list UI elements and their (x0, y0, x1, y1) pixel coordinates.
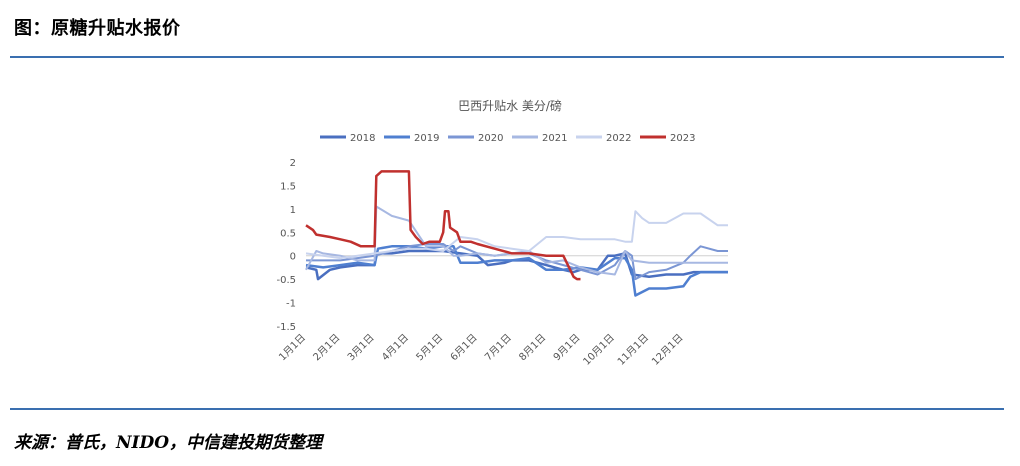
y-tick-label: -1 (286, 299, 296, 310)
figure-title: 图：原糖升贴水报价 (14, 18, 181, 39)
legend-label: 2020 (478, 133, 503, 144)
chart-title: 巴西升贴水 美分/磅 (458, 98, 562, 113)
x-tick-label: 10月1日 (581, 332, 617, 368)
x-tick-label: 11月1日 (615, 332, 651, 368)
y-tick-label: 2 (290, 158, 296, 169)
x-tick-label: 5月1日 (414, 332, 446, 364)
y-tick-label: 1 (290, 205, 296, 216)
legend: 2018 2019 2020 2021 2022 2023 (320, 133, 695, 144)
series-line-2021 (305, 205, 728, 276)
legend-label: 2019 (414, 133, 439, 144)
y-tick-label: -0.5 (276, 275, 296, 286)
legend-label: 2018 (350, 133, 375, 144)
series-line-2019 (305, 245, 728, 297)
bottom-rule (10, 408, 1004, 410)
legend-label: 2022 (606, 133, 631, 144)
source-note: 来源：普氏，NIDO，中信建投期货整理 (14, 433, 323, 453)
x-tick-label: 3月1日 (345, 332, 377, 364)
x-tick-label: 1月1日 (276, 332, 308, 364)
x-tick-label: 6月1日 (448, 332, 480, 364)
series-line-2023 (305, 170, 581, 281)
x-tick-label: 4月1日 (379, 332, 411, 364)
series-group (305, 170, 728, 297)
x-axis: 1月1日 2月1日 3月1日 4月1日 5月1日 6月1日 7月1日 8月1日 9月1日10月1… (276, 332, 685, 368)
y-tick-label: 0 (290, 252, 296, 263)
x-tick-label: 8月1日 (517, 332, 549, 364)
legend-label: 2021 (542, 133, 567, 144)
x-tick-label: 7月1日 (482, 332, 514, 364)
y-tick-label: 1.5 (280, 181, 296, 192)
top-rule (10, 56, 1004, 58)
x-tick-label: 9月1日 (551, 332, 583, 364)
x-tick-label: 2月1日 (311, 332, 343, 364)
y-tick-label: -1.5 (276, 322, 296, 333)
y-axis: 2 1.5 1 0.5 0 -0.5 -1 -1.5 (276, 158, 296, 333)
series-line-2022 (305, 210, 728, 260)
legend-label: 2023 (670, 133, 695, 144)
x-tick-label: 12月1日 (649, 332, 685, 368)
y-tick-label: 0.5 (280, 228, 296, 239)
